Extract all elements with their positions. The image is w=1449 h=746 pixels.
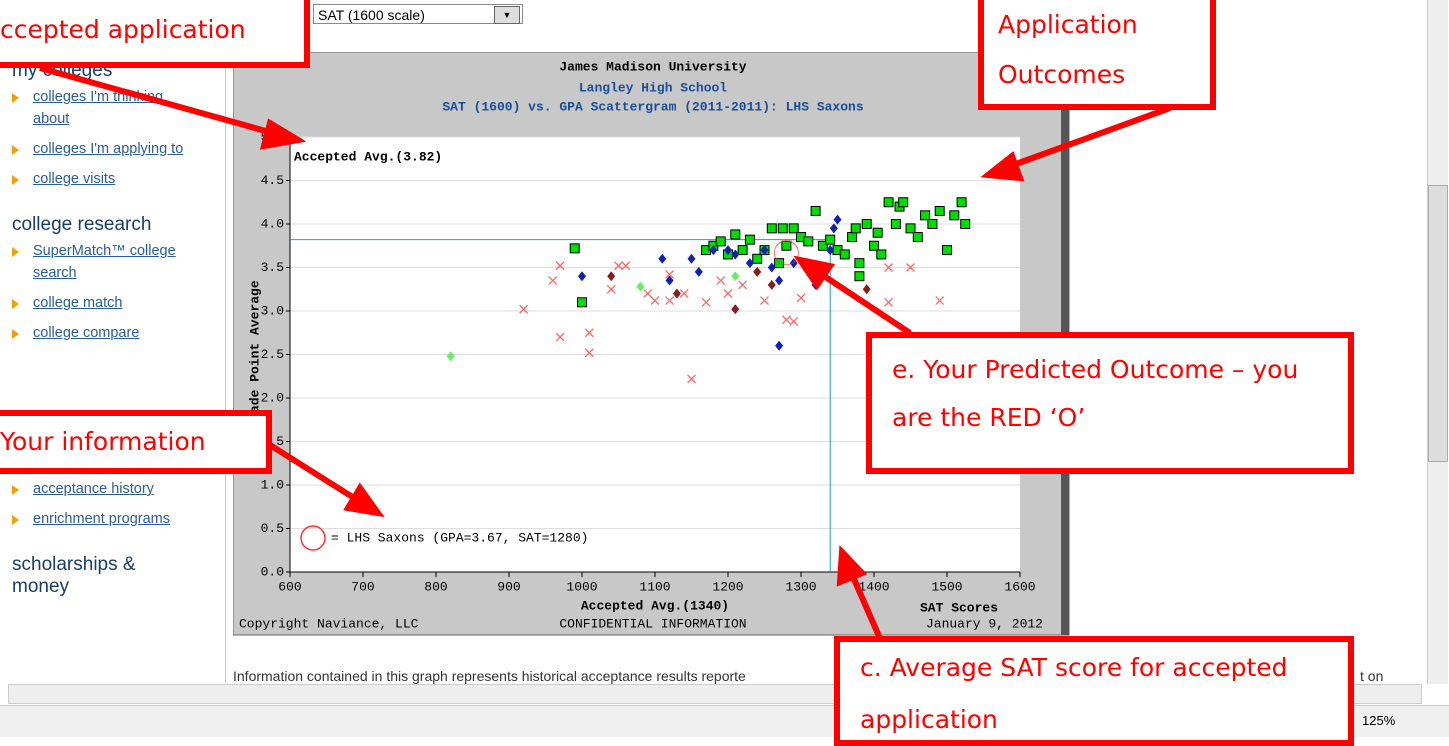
callout: Your information [0, 410, 272, 474]
callout: c. Average SAT score for accepted applic… [834, 636, 1354, 746]
page: SAT (1600 scale)▼ my collegescolleges I'… [0, 0, 1449, 736]
callout: Application Outcomes [978, 0, 1216, 110]
callout: e. Your Predicted Outcome – you are the … [866, 332, 1354, 474]
callout: ccepted application [0, 0, 310, 68]
